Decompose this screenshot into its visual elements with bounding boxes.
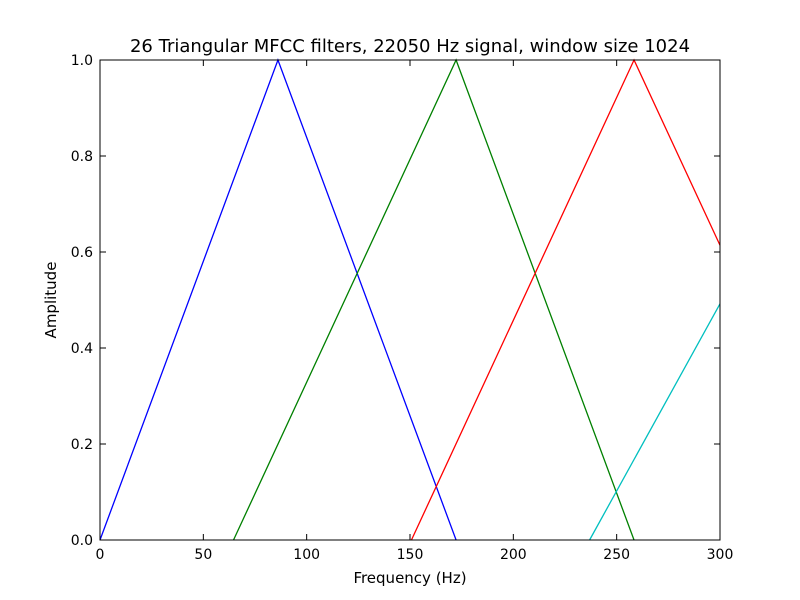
y-axis-label: Amplitude xyxy=(42,262,60,339)
x-tick-label: 0 xyxy=(96,547,105,563)
x-axis-label: Frequency (Hz) xyxy=(353,569,466,587)
x-tick-label: 250 xyxy=(603,547,630,563)
y-tick-label: 0.8 xyxy=(71,149,93,165)
y-tick-label: 0.6 xyxy=(71,245,93,261)
x-tick-label: 50 xyxy=(194,547,212,563)
filter-line-4 xyxy=(589,303,721,541)
x-tick-label: 200 xyxy=(500,547,527,563)
x-axis-ticks: 0 50 100 150 200 250 300 xyxy=(96,60,734,563)
x-tick-label: 300 xyxy=(707,547,734,563)
x-tick-label: 100 xyxy=(293,547,320,563)
y-axis-ticks: 0.0 0.2 0.4 0.6 0.8 1.0 xyxy=(71,53,720,549)
y-tick-label: 0.4 xyxy=(71,341,93,357)
chart-title: 26 Triangular MFCC filters, 22050 Hz sig… xyxy=(130,36,690,57)
y-tick-label: 0.0 xyxy=(71,533,93,549)
y-tick-label: 1.0 xyxy=(71,53,93,69)
x-tick-label: 150 xyxy=(397,547,424,563)
y-tick-label: 0.2 xyxy=(71,437,93,453)
